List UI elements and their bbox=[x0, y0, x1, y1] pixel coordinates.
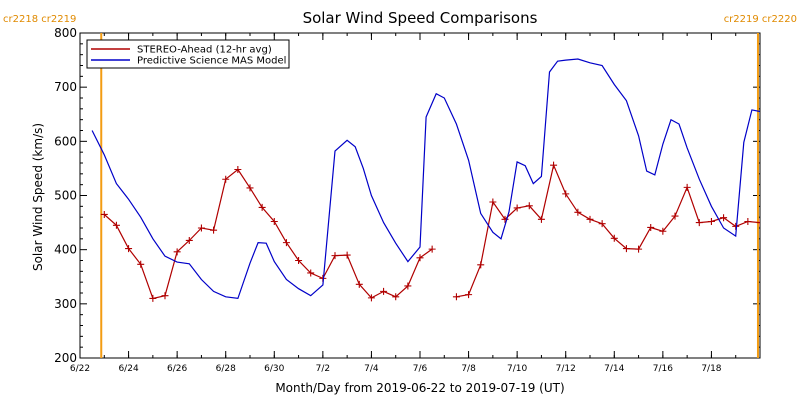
series-line bbox=[91, 58, 760, 300]
data-point-marker bbox=[452, 293, 460, 301]
data-point-marker bbox=[477, 261, 485, 269]
data-point-marker bbox=[125, 245, 133, 253]
data-point-marker bbox=[756, 219, 760, 227]
x-tick-label: 7/14 bbox=[604, 364, 624, 374]
data-point-marker bbox=[647, 223, 655, 231]
data-point-marker bbox=[489, 198, 497, 206]
y-axis: 200 300 400 500 600 700 800 bbox=[54, 26, 760, 365]
data-point-marker bbox=[622, 245, 630, 253]
data-point-marker bbox=[659, 227, 667, 235]
carrington-rotation-label: cr2219 bbox=[724, 14, 759, 25]
carrington-label: cr2219 cr2220 bbox=[724, 14, 797, 25]
data-point-marker bbox=[246, 184, 254, 192]
x-tick-label: 7/12 bbox=[556, 364, 576, 374]
data-point-marker bbox=[185, 236, 193, 244]
data-point-marker bbox=[598, 220, 606, 228]
x-tick-label: 7/16 bbox=[653, 364, 673, 374]
data-point-marker bbox=[234, 166, 242, 173]
data-point-marker bbox=[744, 218, 752, 225]
data-point-marker bbox=[222, 175, 230, 183]
data-point-marker bbox=[513, 204, 521, 212]
data-point-marker bbox=[610, 234, 618, 242]
x-tick-label: 7/2 bbox=[316, 364, 330, 374]
x-tick-label: 7/10 bbox=[507, 364, 527, 374]
data-point-marker bbox=[367, 294, 375, 302]
y-tick-label: 500 bbox=[54, 189, 77, 203]
y-tick-label: 200 bbox=[54, 351, 77, 365]
data-point-marker bbox=[137, 260, 145, 268]
carrington-rotation-label: cr2220 bbox=[759, 14, 797, 25]
data-point-marker bbox=[550, 161, 558, 169]
data-point-marker bbox=[732, 222, 740, 230]
data-point-marker bbox=[100, 210, 108, 218]
data-point-marker bbox=[343, 251, 351, 259]
legend-box bbox=[86, 39, 290, 69]
plot-frame bbox=[79, 32, 761, 359]
x-axis: 6/22 6/24 6/26 6/28 6/30 7/2 7/4 7/6 7/8 7/10 7/12… bbox=[70, 33, 761, 374]
x-tick-label: 6/22 bbox=[70, 364, 90, 374]
series-mas-model bbox=[91, 58, 760, 300]
legend-entry: STEREO-Ahead (12-hr avg) bbox=[137, 45, 272, 56]
y-tick-label: 300 bbox=[54, 297, 77, 311]
series-stereo-ahead bbox=[100, 161, 760, 302]
data-point-marker bbox=[683, 183, 691, 191]
x-tick-label: 7/8 bbox=[461, 364, 476, 374]
plot-area bbox=[79, 32, 761, 359]
x-tick-label: 6/30 bbox=[264, 364, 284, 374]
data-point-marker bbox=[465, 291, 473, 299]
x-tick-label: 6/26 bbox=[167, 364, 187, 374]
x-tick-label: 6/28 bbox=[216, 364, 236, 374]
data-point-marker bbox=[210, 226, 218, 234]
data-point-marker bbox=[282, 239, 290, 247]
x-axis-label: Month/Day from 2019-06-22 to 2019-07-19 … bbox=[275, 381, 564, 395]
data-point-marker bbox=[586, 215, 594, 223]
x-tick-label: 7/4 bbox=[364, 364, 379, 374]
carrington-markers bbox=[100, 33, 759, 358]
y-axis-label: Solar Wind Speed (km/s) bbox=[31, 123, 45, 271]
data-point-marker bbox=[707, 218, 715, 225]
data-point-marker bbox=[307, 269, 315, 277]
legend: STEREO-Ahead (12-hr avg)Predictive Scien… bbox=[86, 39, 290, 69]
x-tick-label: 7/6 bbox=[413, 364, 428, 374]
data-point-marker bbox=[720, 214, 728, 222]
data-point-marker bbox=[112, 221, 120, 229]
carrington-label: cr2218 cr2219 bbox=[3, 14, 76, 25]
data-point-marker bbox=[537, 215, 545, 223]
data-point-marker bbox=[258, 203, 266, 211]
data-point-marker bbox=[574, 208, 582, 216]
data-point-marker bbox=[270, 218, 278, 225]
data-point-marker bbox=[562, 190, 570, 198]
x-tick-label: 7/18 bbox=[701, 364, 721, 374]
carrington-rotation-label: cr2219 bbox=[38, 14, 76, 25]
data-point-marker bbox=[355, 280, 363, 288]
data-point-marker bbox=[161, 292, 169, 300]
data-point-marker bbox=[416, 254, 424, 262]
data-point-marker bbox=[197, 224, 205, 232]
y-tick-label: 400 bbox=[54, 243, 77, 257]
y-tick-label: 700 bbox=[54, 80, 77, 94]
data-point-marker bbox=[525, 202, 533, 210]
carrington-rotation-label: cr2218 bbox=[3, 14, 38, 25]
data-point-marker bbox=[380, 287, 388, 295]
x-tick-label: 6/24 bbox=[118, 364, 138, 374]
data-point-marker bbox=[671, 212, 679, 220]
data-point-marker bbox=[173, 248, 181, 256]
series-line bbox=[103, 168, 433, 300]
data-point-marker bbox=[635, 245, 643, 253]
carrington-labels: cr2218 cr2219 cr2219 cr2220 bbox=[3, 14, 797, 25]
data-point-marker bbox=[295, 257, 303, 264]
series-layer bbox=[91, 58, 760, 302]
legend-entry: Predictive Science MAS Model bbox=[137, 56, 286, 67]
data-point-marker bbox=[428, 245, 436, 253]
y-tick-label: 600 bbox=[54, 134, 77, 148]
data-point-marker bbox=[695, 219, 703, 227]
y-tick-label: 800 bbox=[54, 26, 77, 40]
data-point-marker bbox=[331, 252, 339, 260]
data-point-marker bbox=[149, 294, 157, 302]
data-point-marker bbox=[392, 293, 400, 301]
data-point-marker bbox=[404, 282, 412, 290]
chart-title: Solar Wind Speed Comparisons bbox=[303, 9, 538, 27]
series-line bbox=[456, 163, 760, 298]
